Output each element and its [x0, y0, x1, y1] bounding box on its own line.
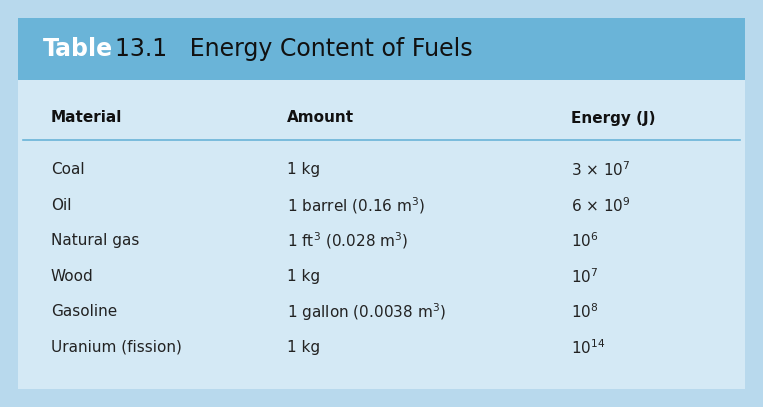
Bar [18, 18, 745, 80]
Text: 10$^6$: 10$^6$ [571, 232, 598, 250]
Text: 1 kg: 1 kg [287, 269, 320, 284]
Text: Uranium (fission): Uranium (fission) [50, 340, 182, 355]
Text: 1 gallon (0.0038 m$^3$): 1 gallon (0.0038 m$^3$) [287, 301, 446, 323]
Text: 10$^{14}$: 10$^{14}$ [571, 338, 605, 357]
Text: Amount: Amount [287, 110, 354, 125]
Text: 1 ft$^3$ (0.028 m$^3$): 1 ft$^3$ (0.028 m$^3$) [287, 231, 408, 252]
Text: 1 barrel (0.16 m$^3$): 1 barrel (0.16 m$^3$) [287, 195, 425, 216]
Text: 3 × 10$^7$: 3 × 10$^7$ [571, 161, 630, 179]
Text: 6 × 10$^9$: 6 × 10$^9$ [571, 196, 630, 215]
Text: 10$^8$: 10$^8$ [571, 303, 598, 322]
Text: 10$^7$: 10$^7$ [571, 267, 598, 286]
Text: Material: Material [50, 110, 122, 125]
Text: 1 kg: 1 kg [287, 162, 320, 177]
Text: 1 kg: 1 kg [287, 340, 320, 355]
Text: Coal: Coal [50, 162, 85, 177]
Text: Wood: Wood [50, 269, 93, 284]
Text: Oil: Oil [50, 198, 71, 213]
Text: 13.1   Energy Content of Fuels: 13.1 Energy Content of Fuels [115, 37, 472, 61]
Text: Natural gas: Natural gas [50, 234, 139, 249]
Text: Table: Table [43, 37, 113, 61]
Text: Gasoline: Gasoline [50, 304, 117, 319]
Text: Energy (J): Energy (J) [571, 110, 655, 125]
